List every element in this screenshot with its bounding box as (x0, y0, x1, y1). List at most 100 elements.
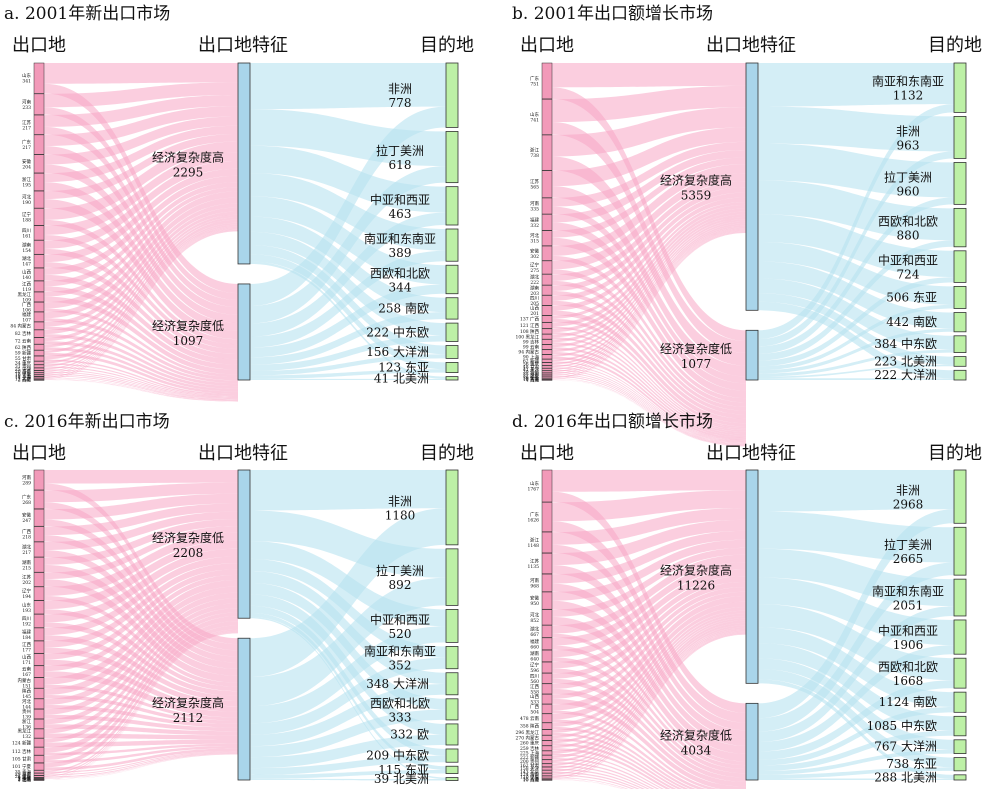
destination-label: 中亚和西亚 (878, 623, 938, 638)
flow-origin-feature (552, 192, 746, 301)
origin-label: 4 西藏 (526, 377, 540, 384)
destination-node (953, 312, 967, 333)
origin-label: 72 云南 (15, 337, 32, 344)
flow-origin-feature (552, 342, 746, 434)
column-header-origin: 出口地 (12, 443, 66, 464)
origin-label: 99 吉林 (523, 338, 540, 345)
flow-origin-feature (552, 173, 746, 270)
origin-label: 48 甘肃 (523, 364, 540, 371)
flow-feature-destination (250, 470, 446, 511)
origin-label: 478 云南 (520, 715, 540, 722)
origin-node (541, 285, 553, 296)
origin-label: 辽宁 (530, 261, 539, 268)
origin-label: 湖北 (22, 255, 31, 262)
origin-label: 湖北 (530, 274, 539, 281)
origin-node (541, 359, 553, 363)
flow-feature-destination (758, 706, 954, 766)
destination-value: 333 (389, 710, 412, 724)
origin-label: 山西 (530, 304, 539, 311)
origin-node (33, 376, 45, 379)
origin-node (541, 230, 553, 246)
origin-label: 山西 (530, 693, 539, 700)
origin-label: 225 上海 (520, 750, 540, 757)
panel-title: c. 2016年新出口市场 (4, 412, 170, 432)
origin-node (541, 274, 553, 286)
flow-origin-feature (552, 595, 746, 711)
origin-value: 145 (22, 694, 31, 700)
origin-node (33, 364, 45, 368)
origin-value: 190 (22, 200, 31, 206)
origin-node (33, 190, 45, 209)
flow-feature-destination (758, 778, 954, 780)
origin-node (541, 322, 553, 329)
flow-origin-feature (44, 326, 238, 384)
column-header-origin: 出口地 (12, 35, 66, 56)
flow-origin-feature (44, 753, 238, 779)
flow-origin-feature (552, 367, 746, 443)
flow-origin-feature (552, 743, 677, 789)
flow-origin-feature (552, 633, 746, 780)
flow-origin-feature (44, 569, 238, 660)
flow-origin-feature (44, 752, 238, 778)
destination-node (445, 698, 459, 721)
flow-origin-feature (552, 255, 746, 403)
flow-feature-destination (758, 106, 954, 152)
destination-label: 738 东亚 (886, 757, 937, 771)
flow-origin-feature (44, 83, 238, 294)
origin-label: 江西 (22, 280, 31, 287)
flow-origin-feature (44, 214, 238, 348)
flow-origin-feature (44, 694, 238, 724)
origin-value: 215 (22, 565, 31, 571)
flow-origin-feature (44, 550, 238, 669)
origin-node (33, 770, 45, 774)
destination-value: 389 (389, 246, 412, 260)
feature-label: 经济复杂度高 (660, 173, 732, 188)
origin-node (541, 778, 553, 780)
origin-label: 2 北京 (18, 776, 32, 783)
flow-origin-feature (552, 539, 746, 601)
flow-origin-feature (552, 290, 746, 415)
origin-label: 55 甘肃 (15, 355, 32, 362)
destination-label: 156 大洋洲 (366, 344, 429, 359)
flow-origin-feature (552, 562, 746, 646)
flow-origin-feature (552, 632, 746, 778)
origin-label: 2 西藏 (18, 377, 32, 384)
destination-node (953, 335, 967, 353)
feature-node (745, 469, 759, 684)
origin-node (33, 665, 45, 678)
origin-node (33, 779, 45, 781)
flow-origin-feature (552, 230, 746, 374)
flow-origin-feature (552, 470, 746, 492)
destination-label: 拉丁美洲 (884, 537, 932, 552)
origin-label: 广东 (22, 139, 31, 146)
origin-value: 140 (22, 275, 31, 281)
origin-label: 福建 (530, 638, 539, 645)
origin-label: 山西 (22, 268, 31, 275)
flow-origin-feature (44, 598, 238, 715)
origin-node (541, 763, 553, 768)
feature-value: 1077 (681, 357, 712, 371)
origin-node (33, 134, 45, 155)
flow-origin-feature (44, 133, 238, 200)
origin-node (541, 740, 553, 746)
flow-origin-feature (44, 470, 238, 484)
flow-origin-feature (552, 586, 746, 689)
destination-label: 123 东亚 (378, 361, 429, 375)
flow-origin-feature (44, 359, 238, 396)
destination-node (445, 609, 459, 643)
origin-label: 江西 (530, 683, 539, 690)
flow-feature-destination (250, 755, 446, 775)
flow-origin-feature (44, 334, 238, 387)
origin-label: 河南 (22, 98, 31, 105)
origin-node (33, 755, 45, 763)
origin-node (33, 367, 45, 371)
origin-value: 667 (530, 632, 539, 638)
origin-value: 202 (22, 580, 31, 586)
flow-feature-destination (758, 143, 954, 198)
origin-value: 275 (530, 268, 539, 274)
column-header-origin: 出口地 (520, 443, 574, 464)
flow-origin-feature (44, 152, 238, 235)
origin-node (33, 114, 45, 135)
flow-origin-feature (552, 627, 746, 766)
feature-label: 经济复杂度低 (660, 728, 732, 743)
